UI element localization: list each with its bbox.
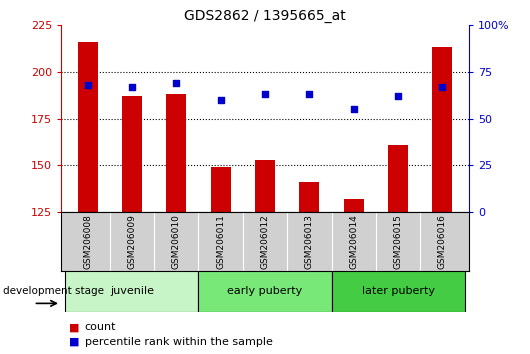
Bar [210,167,231,212]
Text: juvenile: juvenile [110,286,154,296]
Point [305,91,314,97]
Text: GSM206012: GSM206012 [261,214,269,269]
Text: development stage: development stage [3,286,104,296]
Point [83,82,92,88]
Bar [198,271,332,312]
Bar [166,94,186,212]
Text: early puberty: early puberty [227,286,303,296]
Bar [65,271,198,312]
Bar [77,42,98,212]
Text: ■: ■ [69,322,80,332]
Point [394,93,402,99]
Point [261,91,269,97]
Text: ■: ■ [69,337,80,347]
Text: percentile rank within the sample: percentile rank within the sample [85,337,272,347]
Bar [299,182,320,212]
Bar [344,199,364,212]
Text: GSM206014: GSM206014 [349,214,358,269]
Bar [255,160,275,212]
Text: GSM206015: GSM206015 [394,214,403,269]
Bar [122,96,142,212]
Bar [332,271,465,312]
Bar [432,47,453,212]
Text: GDS2862 / 1395665_at: GDS2862 / 1395665_at [184,9,346,23]
Point [216,97,225,103]
Point [172,80,181,86]
Text: GSM206011: GSM206011 [216,214,225,269]
Point [128,84,136,90]
Text: GSM206009: GSM206009 [127,214,136,269]
Text: count: count [85,322,116,332]
Text: GSM206016: GSM206016 [438,214,447,269]
Text: later puberty: later puberty [361,286,435,296]
Point [349,106,358,112]
Text: GSM206010: GSM206010 [172,214,181,269]
Text: GSM206008: GSM206008 [83,214,92,269]
Bar [388,145,408,212]
Text: GSM206013: GSM206013 [305,214,314,269]
Point [438,84,447,90]
